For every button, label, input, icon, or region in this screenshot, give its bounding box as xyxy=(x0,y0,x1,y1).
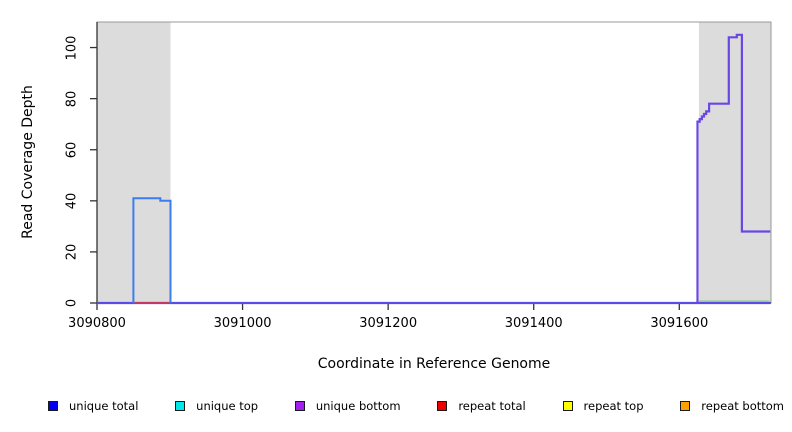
y-tick-label: 20 xyxy=(64,243,80,261)
y-tick-label: 80 xyxy=(64,90,80,107)
x-tick-label: 3091200 xyxy=(359,316,418,331)
x-tick-label: 3091600 xyxy=(650,316,709,331)
legend-swatch-icon xyxy=(48,401,58,411)
y-tick-label: 40 xyxy=(64,192,80,210)
legend-label: unique bottom xyxy=(315,399,401,413)
series-unique-bottom-peak xyxy=(696,33,771,303)
legend-label: repeat top xyxy=(583,399,644,413)
y-tick-label: 0 xyxy=(64,298,80,308)
legend: unique total unique top unique bottom repea… xyxy=(48,399,784,413)
legend-swatch-icon xyxy=(294,401,305,411)
legend-label: repeat bottom xyxy=(701,399,784,413)
legend-item-repeat-total: repeat total xyxy=(437,399,526,413)
legend-item-repeat-bottom: repeat bottom xyxy=(680,399,784,413)
legend-item-unique-top: unique top xyxy=(175,399,258,413)
legend-item-unique-total: unique total xyxy=(48,399,138,413)
legend-swatch-icon xyxy=(680,401,691,411)
legend-swatch-icon xyxy=(437,401,448,411)
repeat-region-right xyxy=(698,22,771,303)
x-tick-label: 3090800 xyxy=(68,316,126,331)
legend-swatch-icon xyxy=(175,401,186,411)
y-axis-title: Read Coverage Depth xyxy=(20,85,36,239)
series-unique-total-bump xyxy=(132,197,172,303)
legend-label: unique total xyxy=(69,399,139,413)
x-axis-title: Coordinate in Reference Genome xyxy=(317,356,551,372)
plot-box xyxy=(96,21,772,304)
legend-item-unique-bottom: unique bottom xyxy=(294,399,401,413)
legend-label: repeat total xyxy=(458,399,526,413)
y-tick-label: 100 xyxy=(64,35,80,60)
x-tick-label: 3091400 xyxy=(504,316,563,331)
legend-label: unique top xyxy=(196,399,259,413)
legend-swatch-icon xyxy=(562,401,573,411)
x-tick-label: 3091000 xyxy=(213,316,272,331)
y-tick-label: 60 xyxy=(64,141,80,158)
legend-item-repeat-top: repeat top xyxy=(562,399,644,413)
